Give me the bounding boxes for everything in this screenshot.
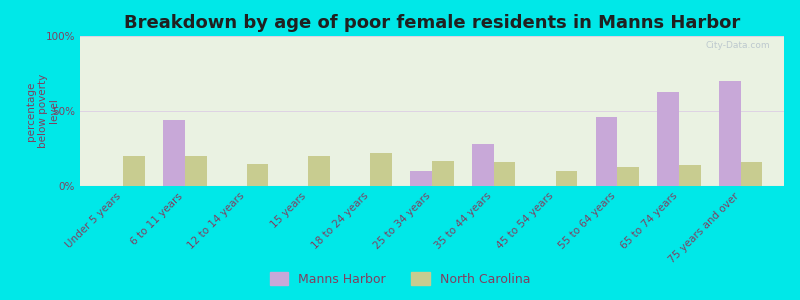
Bar xyxy=(741,162,762,186)
Y-axis label: percentage
below poverty
level: percentage below poverty level xyxy=(26,74,59,148)
Bar xyxy=(185,156,206,186)
Bar xyxy=(410,171,432,186)
Bar xyxy=(370,153,392,186)
Text: City-Data.com: City-Data.com xyxy=(706,40,770,50)
Bar xyxy=(596,117,618,186)
Bar xyxy=(246,164,268,186)
Bar xyxy=(163,120,185,186)
Bar xyxy=(618,167,639,186)
Bar xyxy=(494,162,515,186)
Bar xyxy=(123,156,145,186)
Bar xyxy=(679,165,701,186)
Title: Breakdown by age of poor female residents in Manns Harbor: Breakdown by age of poor female resident… xyxy=(124,14,740,32)
Bar xyxy=(309,156,330,186)
Bar xyxy=(432,160,454,186)
Bar xyxy=(472,144,494,186)
Bar xyxy=(658,92,679,186)
Legend: Manns Harbor, North Carolina: Manns Harbor, North Carolina xyxy=(265,267,535,291)
Bar xyxy=(555,171,577,186)
Bar xyxy=(719,81,741,186)
